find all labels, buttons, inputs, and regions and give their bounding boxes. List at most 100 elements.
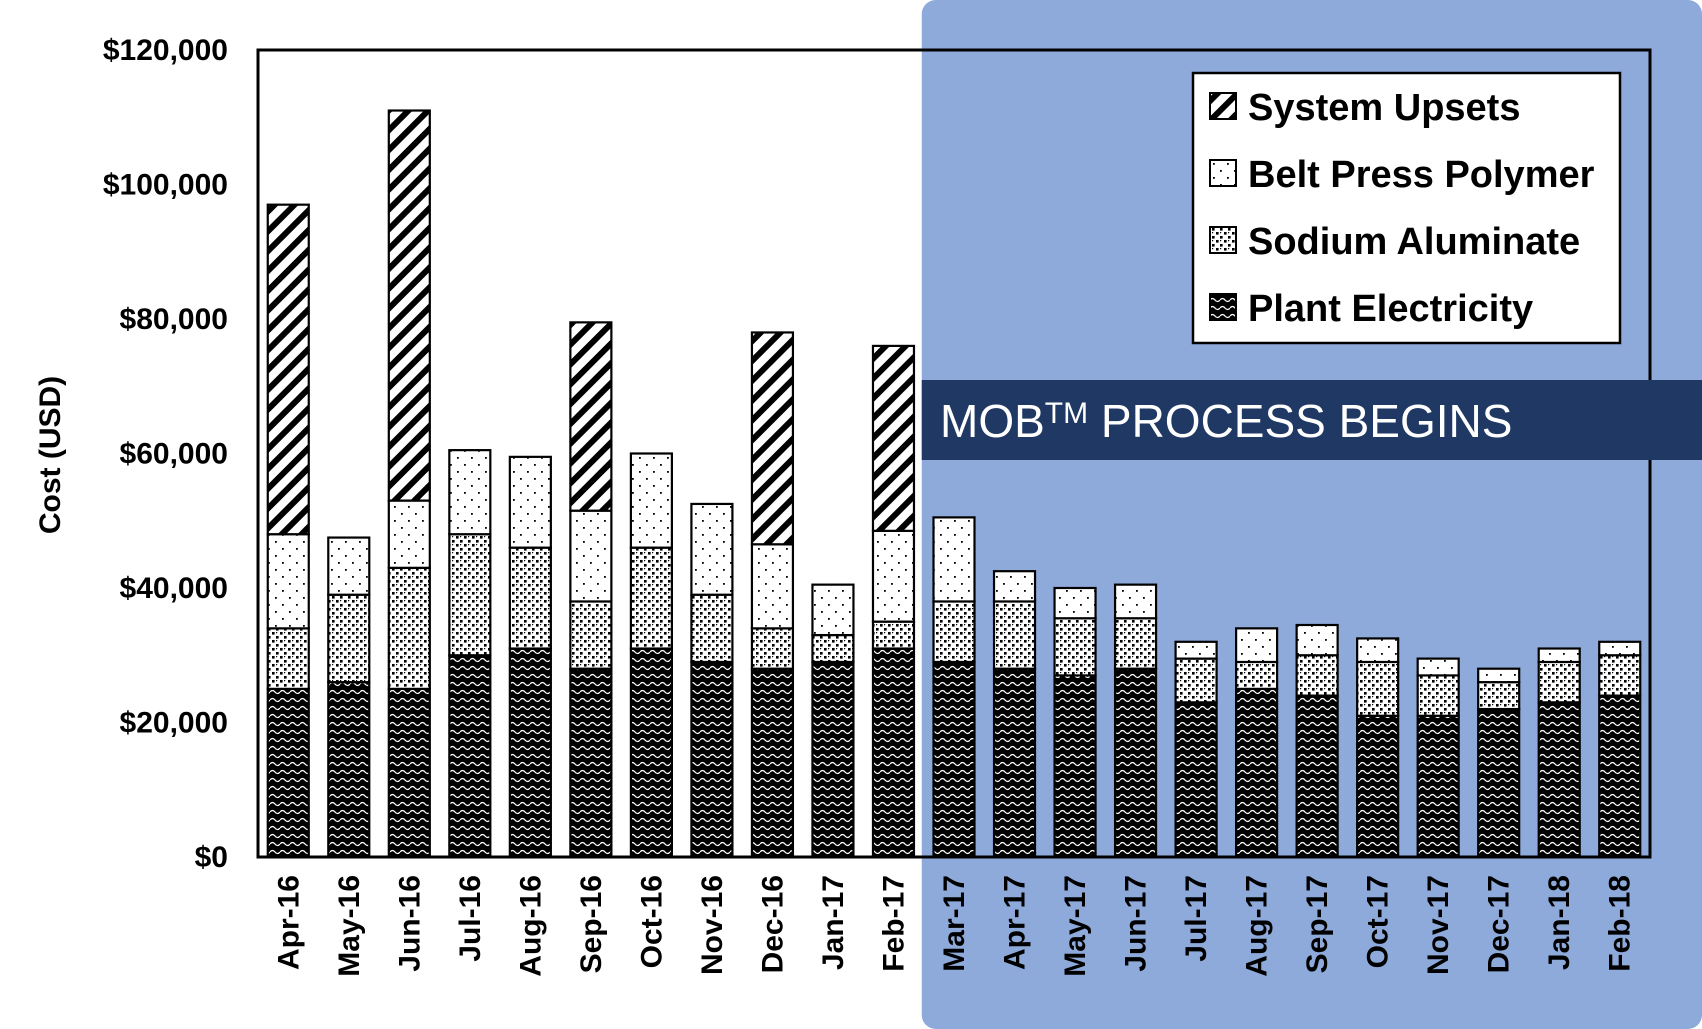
bar-belt-press-polymer-feb-18 — [1598, 640, 1642, 657]
bar-sodium-aluminate-jul-17 — [1174, 657, 1218, 704]
bar-sodium-aluminate-nov-16 — [690, 593, 734, 664]
bar-plant-electricity-dec-17 — [1477, 707, 1521, 859]
bar-plant-electricity-aug-16 — [508, 647, 552, 859]
bar-sodium-aluminate-jun-16 — [387, 566, 431, 690]
bar-belt-press-polymer-jun-16 — [387, 499, 431, 569]
bar-plant-electricity-jul-17 — [1174, 701, 1218, 859]
bar-belt-press-polymer-aug-16 — [508, 455, 552, 549]
bar-sodium-aluminate-may-17 — [1053, 617, 1097, 677]
x-tick-label: Apr-16 — [272, 875, 305, 970]
bar-plant-electricity-may-16 — [327, 681, 371, 859]
y-axis: $0 $20,000 $40,000 $60,000 $80,000 $100,000 $1… — [103, 34, 228, 874]
banner-superscript: TM — [1045, 397, 1088, 430]
bar-belt-press-polymer-may-17 — [1053, 586, 1097, 620]
bar-plant-electricity-sep-17 — [1295, 694, 1339, 859]
bar-sodium-aluminate-may-16 — [327, 593, 371, 684]
bar-system-upsets-sep-16 — [569, 321, 613, 512]
x-tick-label: Dec-16 — [756, 875, 789, 973]
bar-belt-press-polymer-sep-16 — [569, 509, 613, 603]
legend-swatch-sodium-aluminate — [1209, 226, 1237, 254]
x-tick-label: Jul-17 — [1180, 875, 1213, 962]
y-tick-label: $60,000 — [120, 438, 228, 471]
banner-text: MOBTM PROCESS BEGINS — [940, 395, 1512, 447]
bar-plant-electricity-jul-16 — [448, 654, 492, 859]
bar-sodium-aluminate-jan-17 — [811, 633, 855, 664]
bar-plant-electricity-mar-17 — [932, 660, 976, 859]
bar-plant-electricity-nov-16 — [690, 660, 734, 859]
x-tick-label: Nov-16 — [696, 875, 729, 975]
bar-plant-electricity-apr-17 — [992, 667, 1037, 859]
legend-swatch-system-upsets — [1209, 92, 1237, 120]
bar-belt-press-polymer-oct-16 — [629, 452, 673, 549]
bar-plant-electricity-jun-16 — [387, 687, 431, 859]
bar-belt-press-polymer-mar-17 — [932, 516, 976, 603]
bar-sodium-aluminate-sep-16 — [569, 600, 613, 670]
legend-label-system-upsets: System Upsets — [1248, 87, 1520, 129]
bar-plant-electricity-sep-16 — [569, 667, 613, 859]
x-tick-label: Nov-17 — [1422, 875, 1455, 975]
legend: System Upsets Belt Press Polymer Sodium Al… — [1191, 71, 1622, 345]
bar-sodium-aluminate-oct-16 — [629, 546, 673, 650]
bar-sodium-aluminate-oct-17 — [1356, 660, 1400, 717]
x-tick-label: Oct-17 — [1362, 875, 1395, 968]
x-tick-label: Feb-17 — [877, 875, 910, 972]
bar-system-upsets-apr-16 — [266, 203, 310, 536]
bar-belt-press-polymer-dec-16 — [750, 543, 795, 630]
x-tick-label: Jun-16 — [393, 875, 426, 972]
legend-box — [1191, 71, 1622, 345]
x-tick-label: Sep-16 — [575, 875, 608, 973]
bar-sodium-aluminate-jun-17 — [1113, 617, 1158, 670]
x-tick-label: Jan-17 — [817, 875, 850, 970]
bar-belt-press-polymer-may-16 — [327, 536, 371, 596]
bar-sodium-aluminate-aug-17 — [1235, 660, 1279, 690]
bar-belt-press-polymer-oct-17 — [1356, 637, 1400, 664]
bar-system-upsets-feb-17 — [871, 344, 916, 532]
y-axis-label: Cost (USD) — [34, 376, 67, 534]
bar-plant-electricity-aug-17 — [1235, 687, 1279, 859]
y-tick-label: $120,000 — [103, 34, 228, 67]
bar-plant-electricity-apr-16 — [266, 687, 310, 859]
x-tick-label: Jan-18 — [1543, 875, 1576, 970]
bar-plant-electricity-feb-17 — [871, 647, 916, 859]
x-tick-label: Dec-17 — [1483, 875, 1516, 973]
y-tick-label: $20,000 — [120, 707, 228, 740]
x-tick-label: Apr-17 — [999, 875, 1032, 970]
x-tick-label: Sep-17 — [1301, 875, 1334, 973]
bar-sodium-aluminate-mar-17 — [932, 600, 976, 664]
x-axis: Apr-16 May-16 Jun-16 Jul-16 Aug-16 Sep-16 Oct-… — [272, 875, 1636, 977]
y-tick-label: $0 — [195, 841, 228, 874]
bar-belt-press-polymer-jun-17 — [1113, 583, 1158, 620]
x-tick-label: Oct-16 — [635, 875, 668, 968]
bar-sodium-aluminate-jul-16 — [448, 533, 492, 657]
legend-label-plant-electricity: Plant Electricity — [1248, 288, 1533, 330]
bar-sodium-aluminate-nov-17 — [1416, 674, 1460, 717]
bar-belt-press-polymer-sep-17 — [1295, 623, 1339, 657]
bar-plant-electricity-may-17 — [1053, 674, 1097, 859]
x-tick-label: May-17 — [1059, 875, 1092, 977]
bar-plant-electricity-jun-17 — [1113, 667, 1158, 859]
bar-plant-electricity-oct-17 — [1356, 714, 1400, 859]
banner-text-rest: PROCESS BEGINS — [1088, 395, 1512, 447]
bar-sodium-aluminate-aug-16 — [508, 546, 552, 650]
y-tick-label: $100,000 — [103, 169, 228, 202]
bar-sodium-aluminate-dec-17 — [1477, 681, 1521, 711]
bar-belt-press-polymer-jul-17 — [1174, 640, 1218, 660]
bar-belt-press-polymer-jan-17 — [811, 583, 855, 637]
bar-belt-press-polymer-feb-17 — [871, 529, 916, 623]
x-tick-label: Aug-17 — [1241, 875, 1274, 977]
bar-series-group — [266, 109, 1642, 859]
bar-belt-press-polymer-nov-17 — [1416, 657, 1460, 677]
bar-sodium-aluminate-dec-16 — [750, 627, 795, 670]
bar-plant-electricity-jan-17 — [811, 660, 855, 859]
bar-sodium-aluminate-apr-16 — [266, 627, 310, 690]
bar-belt-press-polymer-jan-18 — [1537, 647, 1581, 664]
bar-plant-electricity-feb-18 — [1598, 694, 1642, 859]
bar-plant-electricity-oct-16 — [629, 647, 673, 859]
legend-swatch-plant-electricity — [1209, 293, 1237, 321]
bar-system-upsets-dec-16 — [750, 331, 795, 546]
y-tick-label: $40,000 — [120, 572, 228, 605]
bar-belt-press-polymer-aug-17 — [1235, 627, 1279, 664]
banner-background — [921, 380, 1702, 460]
mob-process-banner: MOBTM PROCESS BEGINS — [921, 380, 1702, 460]
